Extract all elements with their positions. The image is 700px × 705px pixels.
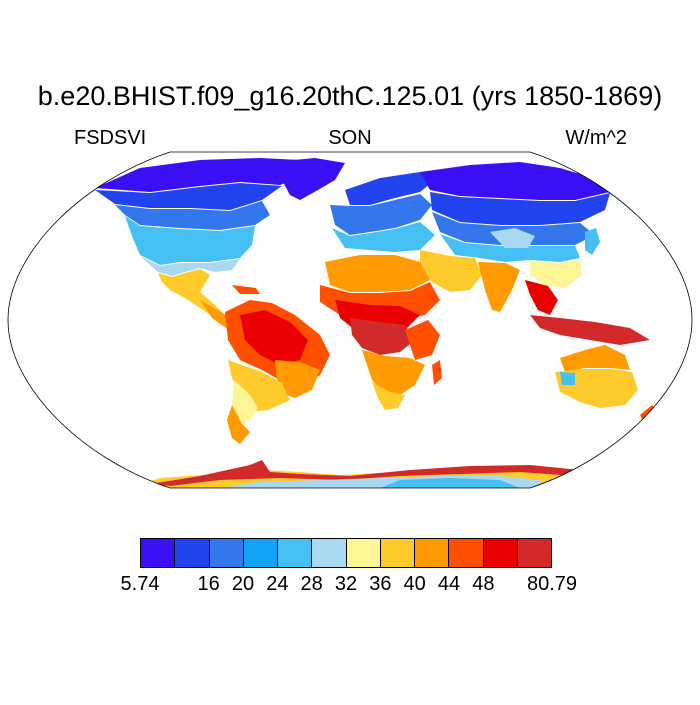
- colorbar-tick-label: 80.79: [526, 573, 578, 595]
- south-america-cone: [232, 380, 258, 425]
- africa-south-tip: [372, 382, 405, 410]
- colorbar-swatch: [175, 539, 210, 567]
- north-america-south: [140, 256, 240, 276]
- australia-southwest: [560, 372, 575, 385]
- colorbar-swatch: [449, 539, 484, 567]
- australia-north: [560, 345, 630, 372]
- north-america-lower: [125, 216, 255, 265]
- colorbar-swatch: [243, 539, 278, 567]
- colorbar-swatch: [517, 539, 551, 567]
- indonesia: [530, 315, 650, 345]
- map-boundary: [7, 151, 693, 489]
- colorbar-swatch: [346, 539, 381, 567]
- south-america-brazil: [275, 360, 320, 398]
- colorbar-tick-label: 44: [437, 573, 461, 595]
- season-label: SON: [328, 127, 372, 149]
- colorbar-tick-label: 5.74: [120, 573, 160, 595]
- europe-south: [332, 222, 435, 252]
- colorbar-swatch: [209, 539, 244, 567]
- india: [478, 262, 520, 312]
- africa-north: [325, 255, 430, 292]
- north-america-north: [95, 158, 305, 192]
- caribbean: [232, 285, 260, 294]
- colorbar-swatch: [141, 539, 176, 567]
- new-zealand: [640, 405, 660, 425]
- colorbar-swatch: [415, 539, 450, 567]
- colorbar-swatch: [483, 539, 518, 567]
- colorbar-tick-label: 36: [369, 573, 392, 595]
- southeast-asia: [525, 280, 558, 315]
- variable-name: FSDSVI: [74, 127, 147, 149]
- colorbar-tick-label: 32: [334, 573, 358, 595]
- land-fill: [95, 158, 660, 488]
- japan: [585, 228, 600, 255]
- colorbar-swatch: [278, 539, 313, 567]
- colorbar-tick-label: 20: [231, 573, 255, 595]
- antarctica-rim: [150, 460, 580, 486]
- colorbar: [140, 538, 552, 568]
- colorbar-tick-label: 28: [300, 573, 323, 595]
- colorbar-tick-label: 40: [403, 573, 426, 595]
- madagascar: [432, 360, 442, 385]
- north-america-upper: [95, 183, 282, 210]
- asia-plateau: [490, 228, 535, 248]
- asia-north: [430, 192, 610, 225]
- europe-north: [345, 172, 435, 205]
- colorbar-tick-label: 48: [472, 573, 495, 595]
- antarctica-plateau: [380, 478, 520, 488]
- south-america-patagonia: [227, 405, 250, 444]
- middle-east: [420, 250, 482, 292]
- australia-interior: [555, 369, 638, 408]
- africa-central: [350, 318, 415, 355]
- colorbar-labels: 5.74 16 20 24 28 32 36 40 44 48 80.79: [0, 572, 700, 600]
- asia-far-north: [420, 162, 610, 200]
- north-america-mid: [115, 201, 270, 230]
- colorbar-swatch: [312, 539, 347, 567]
- colorbar-swatch: [380, 539, 415, 567]
- south-america-amazon: [240, 310, 308, 365]
- plot-title: b.e20.BHIST.f09_g16.20thC.125.01 (yrs 18…: [37, 81, 663, 111]
- greenland: [272, 158, 345, 200]
- units-label: W/m^2: [565, 127, 627, 149]
- africa-east: [405, 320, 440, 360]
- europe-mid: [330, 194, 432, 235]
- africa-south: [362, 350, 425, 395]
- east-asia: [530, 260, 582, 288]
- colorbar-tick-label: 16: [197, 573, 220, 595]
- colorbar-tick-label: 24: [266, 573, 289, 595]
